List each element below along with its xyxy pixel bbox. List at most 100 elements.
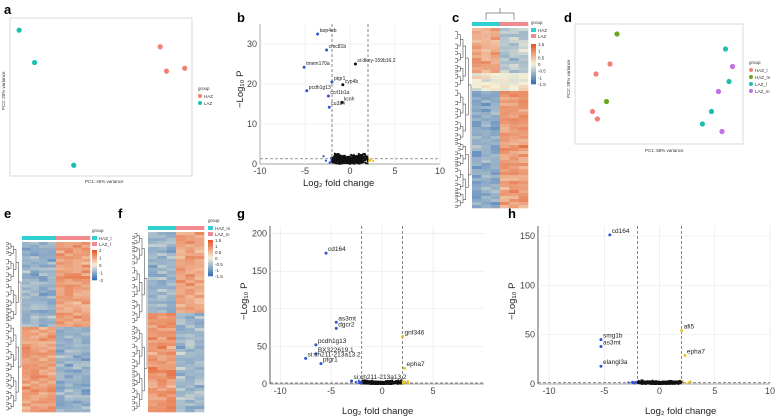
- heatmap-cell: [47, 358, 57, 362]
- dendrogram-branch: [132, 311, 135, 316]
- heatmap-cell: [39, 335, 48, 339]
- heatmap-cell: [148, 253, 158, 257]
- panel-label-h: h: [508, 206, 516, 221]
- heatmap-cell: [194, 364, 205, 368]
- heatmap-cell: [30, 281, 40, 285]
- heatmap-cell: [73, 247, 82, 251]
- gene-label-0: tarp4eb: [320, 28, 337, 34]
- heatmap-group-bar: [47, 236, 57, 240]
- heatmap-cell: [194, 361, 205, 365]
- heatmap-cell: [166, 385, 177, 389]
- heatmap-cell: [194, 343, 205, 347]
- heatmap-cell: [176, 238, 186, 242]
- heatmap-cell: [30, 287, 40, 291]
- x-tick-label: -5: [301, 166, 309, 176]
- heatmap-cell: [148, 322, 158, 326]
- heatmap-cell: [64, 366, 74, 370]
- volcano-point: [397, 379, 400, 382]
- heatmap-cell: [81, 327, 91, 331]
- heatmap-cell: [157, 271, 167, 275]
- heatmap-cell: [47, 250, 57, 254]
- heatmap-cell: [509, 169, 519, 173]
- heatmap-f-legend-title: group: [208, 218, 220, 223]
- heatmap-cell: [47, 383, 57, 387]
- gene-label-9: si:ch211-213a13.2: [354, 374, 407, 381]
- heatmap-cell: [176, 286, 186, 290]
- pca-a-ylabel: PC2: 20% variance: [1, 71, 6, 110]
- heatmap-cell: [185, 292, 195, 296]
- heatmap-cell: [194, 250, 205, 254]
- heatmap-cell: [73, 338, 82, 342]
- dendrogram-branch: [13, 249, 17, 270]
- volcano-point: [363, 158, 366, 162]
- colorbar-step: [92, 272, 97, 275]
- heatmap-cell: [157, 346, 167, 350]
- heatmap-cell: [30, 321, 40, 325]
- y-tick-label: 0: [530, 379, 535, 389]
- heatmap-cell: [176, 361, 186, 365]
- heatmap-cell: [166, 406, 177, 410]
- colorbar-step: [92, 250, 97, 252]
- heatmap-cell: [472, 52, 482, 56]
- dendrogram-branch: [137, 248, 140, 260]
- heatmap-cell: [166, 250, 177, 254]
- heatmap-cell: [64, 369, 74, 373]
- heatmap-cell: [81, 409, 91, 413]
- heatmap-cell: [64, 307, 74, 311]
- volcano-point: [362, 156, 365, 160]
- dendrogram-branch: [460, 39, 464, 58]
- heatmap-cell: [56, 284, 65, 288]
- volcano-b-xlabel: Log₂ fold change: [303, 178, 374, 189]
- dendrogram-branch: [6, 356, 9, 360]
- heatmap-cell: [509, 115, 519, 119]
- heatmap-cell: [148, 292, 158, 296]
- y-tick-label: 50: [525, 330, 535, 340]
- heatmap-cell: [148, 406, 158, 410]
- heatmap-cell: [500, 190, 510, 194]
- dendrogram-branch: [455, 204, 458, 208]
- heatmap-cell: [166, 298, 177, 302]
- heatmap-cell: [148, 364, 158, 368]
- volcano-labeled-point: [350, 379, 354, 383]
- heatmap-cell: [509, 76, 519, 80]
- x-tick-label: 5: [392, 166, 397, 176]
- heatmap-cell: [185, 337, 195, 341]
- heatmap-cell: [64, 304, 74, 308]
- heatmap-cell: [64, 264, 74, 268]
- heatmap-cell: [185, 250, 195, 254]
- dendrogram-branch: [8, 325, 12, 332]
- heatmap-cell: [30, 372, 40, 376]
- heatmap-cell: [518, 37, 529, 41]
- heatmap-cell: [81, 273, 91, 277]
- heatmap-cell: [73, 301, 82, 305]
- heatmap-cell: [157, 292, 167, 296]
- colorbar-step: [531, 66, 536, 69]
- heatmap-cell: [509, 94, 519, 98]
- dendrogram-branch: [134, 327, 138, 334]
- heatmap-cell: [64, 403, 74, 407]
- heatmap-cell: [500, 64, 510, 68]
- heatmap-cell: [30, 312, 40, 316]
- volcano-point: [360, 381, 363, 385]
- heatmap-cell: [22, 301, 31, 305]
- heatmap-cell: [157, 295, 167, 299]
- dendrogram-branch: [6, 378, 9, 382]
- heatmap-cell: [73, 307, 82, 311]
- heatmap-cell: [518, 55, 529, 59]
- heatmap-cell: [518, 118, 529, 122]
- gene-label-7: ccrl1b1a: [330, 90, 349, 96]
- heatmap-cell: [481, 64, 491, 68]
- heatmap-cell: [509, 193, 519, 197]
- heatmap-cell: [176, 247, 186, 251]
- heatmap-cell: [39, 287, 48, 291]
- heatmap-cell: [64, 261, 74, 265]
- pca-d-legend-title: group: [749, 60, 761, 65]
- dendrogram-branch: [6, 335, 9, 340]
- heatmap-cell: [64, 372, 74, 376]
- dendrogram-branch: [11, 327, 14, 342]
- heatmap-cell: [56, 392, 65, 396]
- heatmap-cell: [47, 310, 57, 314]
- heatmap-cell: [64, 298, 74, 302]
- heatmap-cell: [148, 409, 158, 413]
- heatmap-cell: [56, 352, 65, 356]
